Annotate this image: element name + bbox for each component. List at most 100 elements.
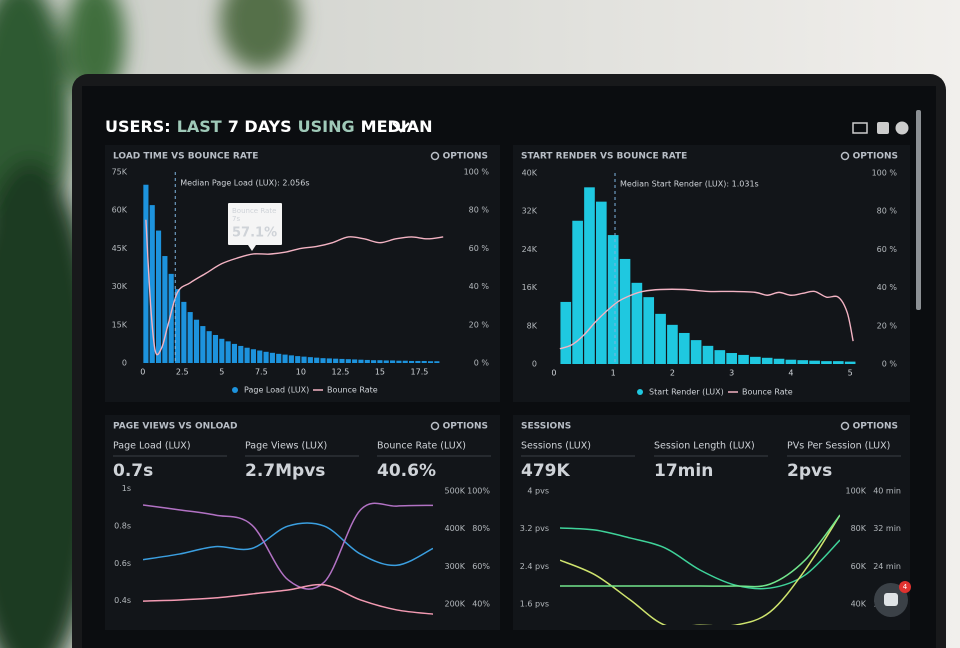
histogram-bar	[193, 319, 200, 363]
y3-tick-label: 40 min	[873, 486, 901, 495]
bounce-line	[559, 288, 854, 350]
histogram-bar	[339, 358, 345, 363]
scrollbar[interactable]	[916, 110, 921, 310]
y-tick-label: 0	[122, 359, 127, 368]
kpi-value: 0.7s	[113, 461, 153, 481]
median-annotation: Median Start Render (LUX): 1.031s	[620, 180, 759, 189]
histogram-bar	[714, 350, 726, 364]
kpi-value: 40.6%	[377, 461, 436, 481]
y3-tick-label: 60%	[472, 562, 490, 571]
y2-tick-label: 80 %	[877, 207, 898, 216]
histogram-bar	[333, 358, 339, 363]
y-tick-label: 0.8s	[114, 522, 131, 531]
histogram-bar	[427, 361, 434, 363]
header-word: 7 DAYS	[228, 117, 292, 136]
legend-swatch	[637, 389, 643, 395]
y-tick-label: 60K	[112, 206, 128, 215]
options-button[interactable]: OPTIONS	[443, 422, 488, 432]
y-tick-label: 24K	[522, 245, 538, 254]
y2-tick-label: 100 %	[464, 168, 490, 177]
histogram-bar	[364, 359, 370, 363]
y2-tick-label: 60K	[851, 562, 867, 571]
histogram-bar	[726, 353, 737, 364]
histogram-bar	[345, 359, 351, 363]
histogram-bar	[358, 359, 364, 363]
histogram-bar	[352, 359, 358, 363]
options-icon	[430, 421, 440, 431]
y-tick-label: 30K	[112, 282, 128, 291]
notification-count: 4	[903, 583, 908, 591]
y-tick-label: 40K	[522, 169, 538, 178]
tooltip-pointer	[248, 245, 256, 251]
histogram-bar	[832, 361, 844, 364]
y-tick-label: 45K	[112, 244, 128, 253]
options-button[interactable]: OPTIONS	[443, 152, 488, 162]
histogram-bar	[607, 235, 619, 364]
help-icon[interactable]	[895, 121, 909, 135]
histogram-bar	[809, 360, 820, 364]
histogram-bar	[785, 359, 797, 364]
tooltip-label: Bounce Rate	[232, 207, 276, 215]
histogram-bar	[301, 356, 307, 363]
histogram-bar	[238, 345, 244, 363]
histogram-bar	[263, 351, 269, 363]
y-tick-label: 15K	[112, 320, 128, 329]
bounce-line	[145, 219, 444, 356]
y-tick-label: 0.6s	[114, 559, 131, 568]
y-tick-label: 32K	[522, 207, 538, 216]
panel-title: PAGE VIEWS VS ONLOAD	[113, 422, 237, 432]
x-tick-label: 10	[296, 368, 306, 377]
histogram-bar	[655, 313, 666, 364]
histogram-bar	[168, 273, 174, 363]
histogram-bar	[174, 289, 181, 363]
y2-tick-label: 500K	[444, 487, 465, 496]
y-tick-label: 0	[532, 360, 537, 369]
histogram-bar	[631, 282, 643, 364]
kpi-value: 2.7Mpvs	[245, 461, 325, 481]
histogram-bar	[408, 360, 415, 363]
histogram-bar	[244, 347, 250, 363]
histogram-bar	[269, 352, 275, 363]
x-tick-label: 1	[611, 369, 616, 378]
x-tick-label: 15	[375, 368, 385, 377]
share-icon[interactable]	[877, 122, 889, 134]
x-tick-label: 4	[788, 369, 793, 378]
y2-tick-label: 0 %	[474, 359, 490, 368]
y2-tick-label: 80K	[851, 524, 867, 533]
y2-tick-label: 60 %	[469, 244, 490, 253]
series-line	[143, 502, 433, 590]
histogram-bar	[377, 360, 383, 363]
y2-tick-label: 20 %	[469, 320, 490, 329]
series-line	[143, 522, 433, 567]
header-title: USERS: LAST 7 DAYS USING MEDIAN	[105, 117, 433, 136]
legend-label: Bounce Rate	[742, 388, 793, 397]
header-word: USING	[298, 117, 355, 136]
tooltip-x: 7s	[232, 215, 240, 223]
x-tick-label: 2	[670, 369, 675, 378]
y-tick-label: 4 pvs	[527, 487, 549, 496]
monitor-icon[interactable]	[852, 122, 868, 134]
y-tick-label: 3.2 pvs	[520, 524, 549, 533]
histogram-bar	[761, 357, 773, 364]
y2-tick-label: 100 %	[872, 169, 898, 178]
options-button[interactable]: OPTIONS	[853, 422, 898, 432]
y3-tick-label: 80%	[472, 524, 490, 533]
histogram-bar	[383, 360, 389, 363]
histogram-bar	[320, 358, 326, 363]
x-tick-label: 3	[729, 369, 734, 378]
y2-tick-label: 60 %	[877, 245, 898, 254]
y2-tick-label: 40K	[851, 600, 867, 609]
series-line	[560, 527, 840, 590]
options-button[interactable]: OPTIONS	[853, 152, 898, 162]
dropdown-chevron[interactable]	[392, 122, 410, 133]
histogram-bar	[250, 349, 256, 363]
y3-tick-label: 32 min	[873, 524, 901, 533]
y3-tick-label: 40%	[472, 599, 490, 608]
kpi-value: 479K	[521, 461, 570, 481]
histogram-bar	[619, 258, 631, 364]
kpi-label: Session Length (LUX)	[654, 441, 755, 452]
histogram-bar	[155, 230, 162, 363]
legend-label: Start Render (LUX)	[649, 388, 724, 397]
options-icon	[840, 151, 850, 161]
